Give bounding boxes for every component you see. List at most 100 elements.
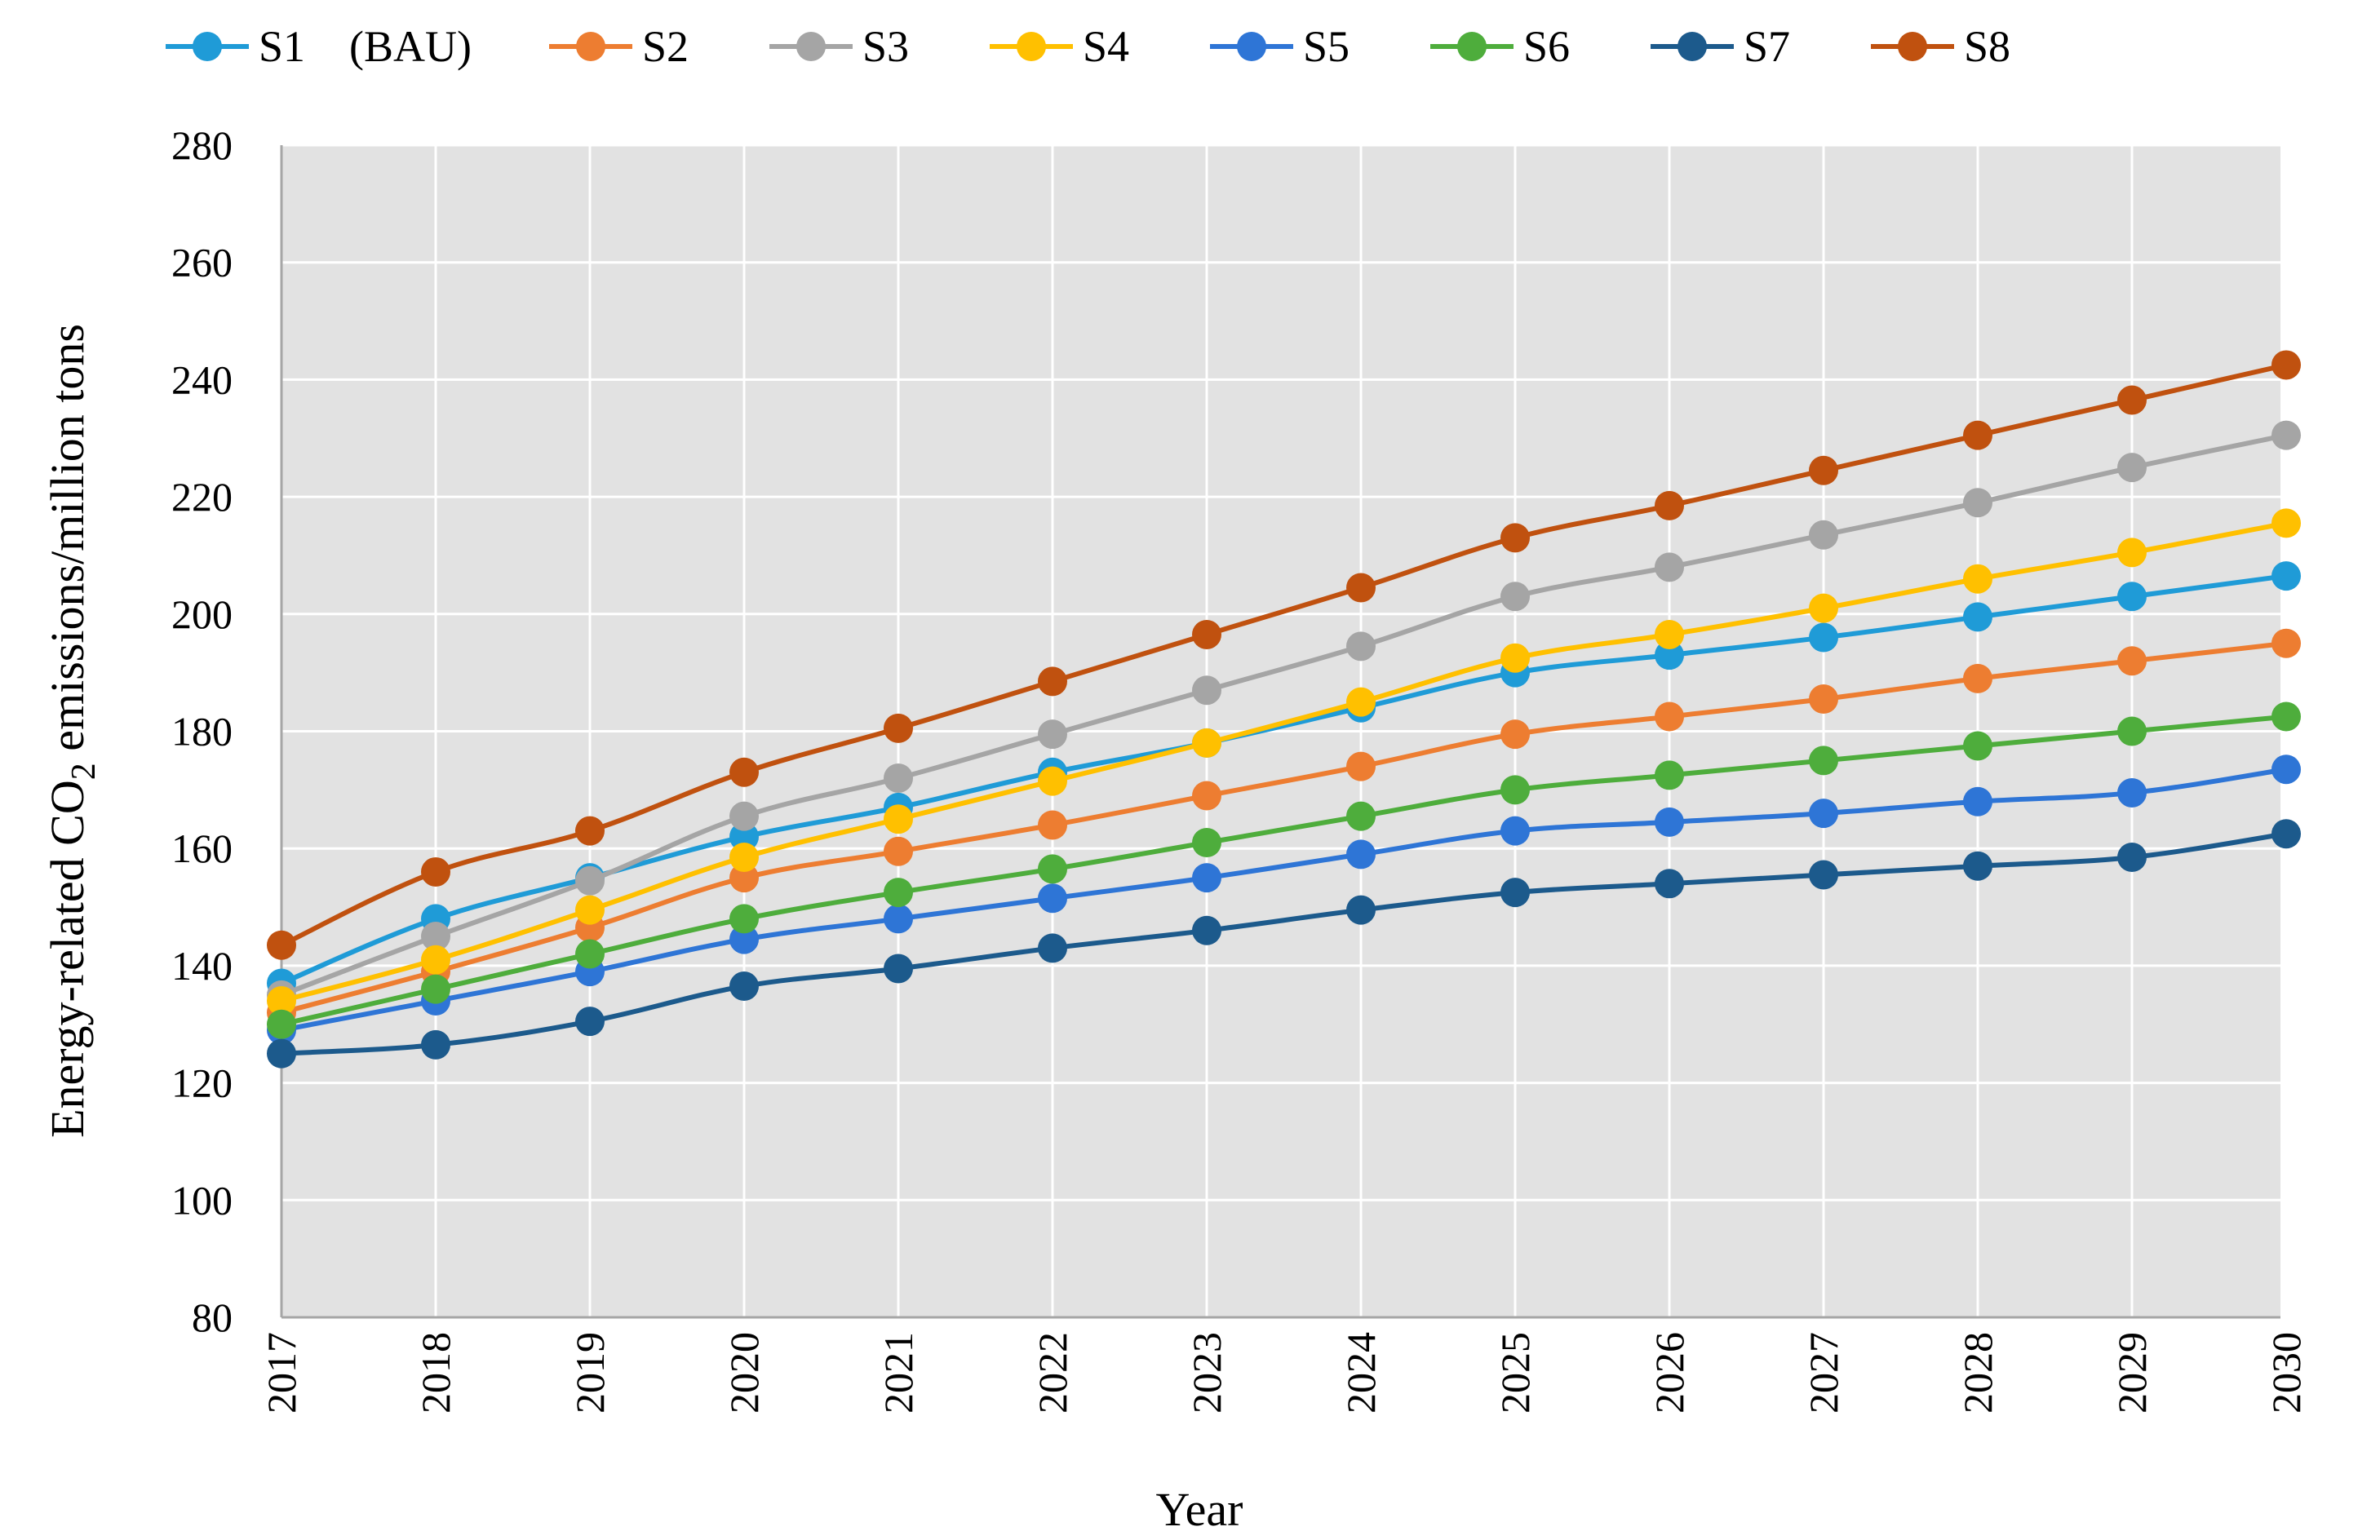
data-point: [2117, 842, 2147, 872]
data-point: [729, 971, 759, 1002]
data-point: [1655, 640, 1684, 670]
x-tick-label: 2027: [1801, 1332, 1846, 1414]
legend-item: S4: [990, 22, 1129, 71]
legend-marker: [1457, 32, 1487, 61]
y-axis-tick-labels: 80 100 120 140 160 180 200 220 240 260 280: [171, 122, 233, 1340]
data-point: [2117, 582, 2147, 612]
data-point: [1192, 675, 1221, 706]
data-point: [1500, 878, 1530, 908]
legend-label: S1 (BAU): [259, 22, 472, 71]
legend-marker: [796, 32, 826, 61]
data-point: [1655, 760, 1684, 790]
legend-marker: [576, 32, 605, 61]
data-point: [1809, 860, 1838, 890]
data-point: [884, 763, 913, 793]
legend-item: S7: [1651, 22, 1790, 71]
data-point: [1038, 883, 1067, 914]
data-point: [1963, 851, 1992, 881]
y-tick-label: 120: [171, 1060, 233, 1106]
y-tick-label: 80: [192, 1294, 233, 1340]
x-tick-label: 2022: [1030, 1332, 1075, 1414]
data-point: [267, 1038, 296, 1069]
data-point: [2117, 716, 2147, 746]
series-s4: [267, 508, 2301, 1016]
data-point: [1963, 488, 1992, 518]
x-axis-title: Year: [1156, 1483, 1243, 1536]
data-point: [2271, 755, 2301, 785]
data-point: [1346, 687, 1376, 717]
data-point: [1809, 593, 1838, 623]
data-point: [1655, 869, 1684, 899]
data-point: [884, 954, 913, 984]
legend-item: S6: [1430, 22, 1570, 71]
data-point: [1809, 622, 1838, 653]
legend-marker: [1898, 32, 1927, 61]
data-point: [1500, 523, 1530, 553]
y-tick-label: 140: [171, 943, 233, 989]
data-point: [1963, 663, 1992, 693]
data-point: [1192, 863, 1221, 893]
data-point: [575, 1007, 605, 1037]
data-point: [1809, 684, 1838, 714]
data-point: [575, 865, 605, 896]
y-tick-label: 240: [171, 356, 233, 402]
data-point: [1963, 602, 1992, 632]
data-point: [729, 904, 759, 934]
y-tick-label: 200: [171, 591, 233, 637]
x-tick-label: 2030: [2263, 1332, 2309, 1414]
y-tick-label: 160: [171, 825, 233, 871]
data-point: [884, 904, 913, 934]
series-s7: [267, 819, 2301, 1069]
data-point: [1963, 420, 1992, 450]
x-tick-label: 2023: [1184, 1332, 1230, 1414]
legend-item: S3: [769, 22, 909, 71]
data-point: [1346, 801, 1376, 831]
series-line: [279, 831, 2289, 1056]
data-point: [1038, 854, 1067, 884]
legend-marker: [1678, 32, 1707, 61]
legend-label: S6: [1523, 22, 1570, 71]
data-point: [1963, 786, 1992, 816]
x-tick-label: 2021: [875, 1332, 921, 1414]
data-point: [1192, 828, 1221, 858]
data-point: [729, 924, 759, 954]
data-point: [1346, 573, 1376, 603]
data-point: [884, 713, 913, 743]
data-point: [1346, 631, 1376, 662]
legend-item: S5: [1210, 22, 1350, 71]
x-tick-label: 2026: [1646, 1332, 1692, 1414]
data-point: [575, 895, 605, 925]
data-point: [1192, 728, 1221, 758]
data-point: [2117, 385, 2147, 415]
data-point: [884, 836, 913, 866]
data-point: [729, 821, 759, 852]
data-point: [729, 801, 759, 831]
y-tick-label: 260: [171, 240, 233, 285]
data-point: [1038, 810, 1067, 840]
data-point: [1655, 619, 1684, 649]
data-point: [2271, 628, 2301, 658]
data-point: [1500, 719, 1530, 750]
data-point: [2271, 819, 2301, 849]
x-tick-label: 2028: [1955, 1332, 2001, 1414]
data-point: [1500, 775, 1530, 805]
series-s8: [267, 350, 2301, 960]
data-point: [1655, 807, 1684, 837]
data-point: [884, 804, 913, 834]
data-point: [2271, 508, 2301, 538]
data-point: [1963, 564, 1992, 594]
legend-label: S3: [862, 22, 909, 71]
x-tick-label: 2029: [2109, 1332, 2155, 1414]
data-point: [1500, 582, 1530, 612]
data-point: [1655, 490, 1684, 520]
data-point: [2271, 701, 2301, 732]
legend-item: S1 (BAU): [166, 22, 472, 71]
data-point: [267, 1009, 296, 1039]
y-tick-label: 220: [171, 474, 233, 520]
legend-label: S2: [642, 22, 689, 71]
x-tick-label: 2020: [721, 1332, 767, 1414]
y-tick-label: 100: [171, 1177, 233, 1223]
y-axis-title-subscript: 2: [65, 763, 103, 780]
